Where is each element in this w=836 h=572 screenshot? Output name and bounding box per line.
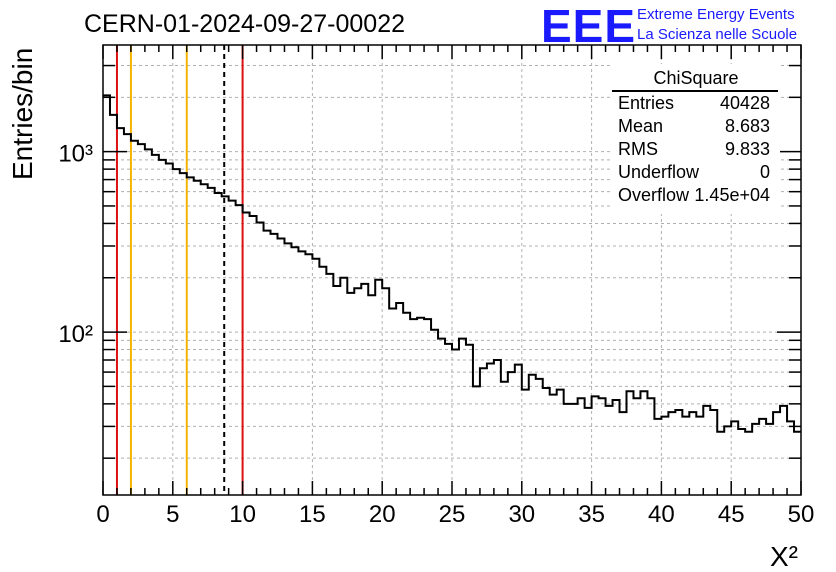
y-tick-label: 10³ bbox=[58, 141, 93, 168]
x-tick-label: 20 bbox=[369, 501, 396, 528]
logo-line-2: La Scienza nelle Scuole bbox=[637, 26, 798, 43]
stats-key: Entries bbox=[618, 93, 675, 113]
stats-row-underflow: Underflow 0 bbox=[618, 162, 770, 185]
y-tick-labels: 10² 10³ bbox=[58, 141, 93, 348]
chart-title: CERN-01-2024-09-27-00022 bbox=[84, 10, 406, 38]
stats-divider bbox=[612, 90, 778, 92]
x-tick-label: 35 bbox=[578, 501, 605, 528]
y-tick-label: 10² bbox=[58, 321, 93, 348]
x-tick-label: 5 bbox=[166, 501, 179, 528]
x-tick-label: 15 bbox=[299, 501, 326, 528]
stats-row-mean: Mean 8.683 bbox=[618, 116, 770, 139]
x-tick-labels: 0 5 10 15 20 25 30 35 40 45 50 bbox=[96, 501, 814, 528]
x-tick-label: 25 bbox=[439, 501, 466, 528]
stats-value: 9.833 bbox=[724, 139, 770, 159]
eee-logo-mark: EEE bbox=[541, 0, 637, 52]
stats-key: Underflow bbox=[618, 162, 700, 182]
y-axis-label: Entries/bin bbox=[7, 48, 38, 180]
stats-box: ChiSquare Entries 40428 Mean 8.683 RMS 9… bbox=[612, 64, 780, 214]
marker-lines bbox=[115, 45, 244, 495]
stats-row-overflow: Overflow 1.45e+04 bbox=[618, 185, 770, 208]
stats-row-rms: RMS 9.833 bbox=[618, 139, 770, 162]
stats-value: 40428 bbox=[719, 93, 770, 113]
x-tick-label: 0 bbox=[96, 501, 109, 528]
x-tick-label: 30 bbox=[508, 501, 535, 528]
stats-row-entries: Entries 40428 bbox=[618, 93, 770, 116]
x-tick-label: 45 bbox=[718, 501, 745, 528]
stats-key: Overflow bbox=[618, 185, 690, 205]
stats-value: 0 bbox=[759, 162, 770, 182]
stats-title: ChiSquare bbox=[653, 68, 739, 88]
x-axis-label: X² bbox=[770, 541, 798, 572]
stats-value: 8.683 bbox=[724, 116, 770, 136]
stats-key: Mean bbox=[618, 116, 664, 136]
logo-line-1: Extreme Energy Events bbox=[637, 6, 795, 23]
stats-key: RMS bbox=[618, 139, 658, 159]
x-tick-label: 10 bbox=[229, 501, 256, 528]
x-tick-label: 50 bbox=[788, 501, 815, 528]
axis-ticks bbox=[102, 45, 802, 495]
stats-value: 1.45e+04 bbox=[694, 185, 770, 205]
x-tick-label: 40 bbox=[648, 501, 675, 528]
histogram-outline bbox=[103, 94, 801, 433]
